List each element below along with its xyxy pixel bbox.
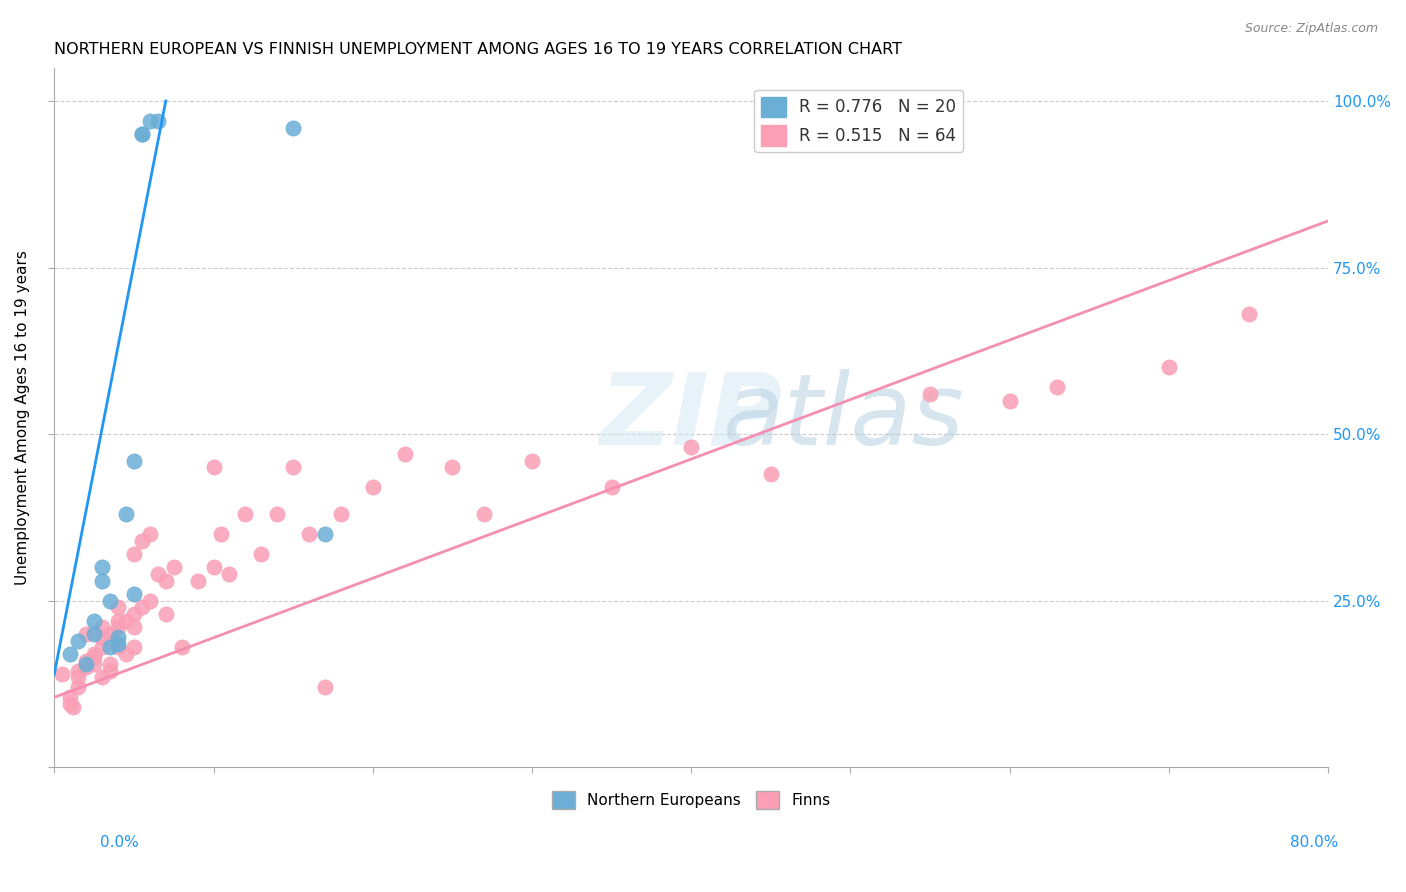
Point	[146, 114, 169, 128]
Point	[394, 447, 416, 461]
Point	[83, 647, 105, 661]
Point	[163, 560, 186, 574]
Point	[59, 697, 82, 711]
Point	[218, 567, 240, 582]
Y-axis label: Unemployment Among Ages 16 to 19 years: Unemployment Among Ages 16 to 19 years	[15, 250, 30, 585]
Point	[187, 574, 209, 588]
Point	[472, 507, 495, 521]
Point	[211, 527, 233, 541]
Point	[75, 627, 97, 641]
Point	[62, 700, 84, 714]
Point	[1237, 307, 1260, 321]
Point	[107, 620, 129, 634]
Point	[139, 527, 162, 541]
Point	[107, 637, 129, 651]
Legend: Northern Europeans, Finns: Northern Europeans, Finns	[546, 785, 837, 815]
Point	[115, 507, 138, 521]
Point	[107, 630, 129, 644]
Point	[681, 441, 703, 455]
Text: NORTHERN EUROPEAN VS FINNISH UNEMPLOYMENT AMONG AGES 16 TO 19 YEARS CORRELATION : NORTHERN EUROPEAN VS FINNISH UNEMPLOYMEN…	[55, 42, 903, 57]
Point	[107, 640, 129, 655]
Point	[266, 507, 288, 521]
Point	[202, 560, 225, 574]
Point	[91, 670, 114, 684]
Point	[520, 454, 543, 468]
Text: ZIP: ZIP	[600, 369, 783, 466]
Point	[83, 650, 105, 665]
Point	[98, 640, 121, 655]
Point	[122, 587, 145, 601]
Point	[75, 654, 97, 668]
Point	[314, 681, 336, 695]
Point	[83, 614, 105, 628]
Text: atlas: atlas	[723, 369, 965, 466]
Point	[146, 567, 169, 582]
Point	[91, 630, 114, 644]
Point	[202, 460, 225, 475]
Point	[67, 664, 90, 678]
Point	[131, 128, 153, 142]
Point	[67, 670, 90, 684]
Point	[98, 627, 121, 641]
Point	[67, 633, 90, 648]
Point	[361, 480, 384, 494]
Point	[98, 657, 121, 671]
Point	[115, 614, 138, 628]
Point	[281, 460, 304, 475]
Point	[250, 547, 273, 561]
Point	[298, 527, 321, 541]
Point	[131, 600, 153, 615]
Point	[91, 560, 114, 574]
Point	[122, 620, 145, 634]
Point	[131, 128, 153, 142]
Point	[75, 660, 97, 674]
Point	[91, 574, 114, 588]
Point	[115, 647, 138, 661]
Point	[139, 593, 162, 607]
Point	[139, 114, 162, 128]
Point	[155, 574, 177, 588]
Point	[329, 507, 352, 521]
Point	[98, 593, 121, 607]
Point	[122, 454, 145, 468]
Point	[91, 620, 114, 634]
Point	[75, 657, 97, 671]
Point	[441, 460, 464, 475]
Point	[235, 507, 257, 521]
Point	[91, 640, 114, 655]
Point	[281, 120, 304, 135]
Point	[918, 387, 941, 401]
Point	[314, 527, 336, 541]
Point	[83, 657, 105, 671]
Point	[59, 647, 82, 661]
Point	[759, 467, 782, 481]
Point	[1157, 360, 1180, 375]
Point	[83, 627, 105, 641]
Point	[155, 607, 177, 621]
Point	[131, 533, 153, 548]
Text: 80.0%: 80.0%	[1291, 836, 1339, 850]
Point	[107, 600, 129, 615]
Point	[122, 547, 145, 561]
Point	[122, 607, 145, 621]
Point	[600, 480, 623, 494]
Point	[122, 640, 145, 655]
Point	[998, 393, 1021, 408]
Text: Source: ZipAtlas.com: Source: ZipAtlas.com	[1244, 22, 1378, 36]
Point	[1046, 380, 1069, 394]
Point	[67, 681, 90, 695]
Point	[51, 667, 73, 681]
Point	[98, 664, 121, 678]
Point	[59, 690, 82, 705]
Point	[107, 614, 129, 628]
Point	[170, 640, 193, 655]
Text: 0.0%: 0.0%	[100, 836, 139, 850]
